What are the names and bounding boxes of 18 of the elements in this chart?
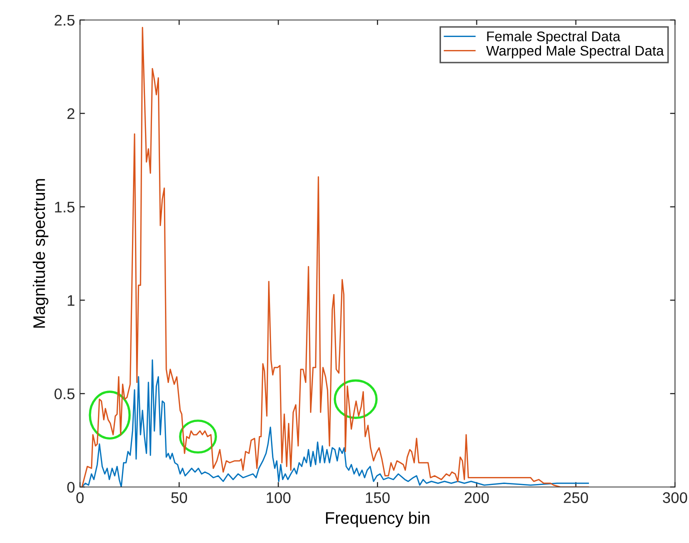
y-tick-label: 2 bbox=[67, 108, 74, 119]
y-axis-title: Magnitude spectrum bbox=[32, 179, 48, 328]
y-tick-label: 1.5 bbox=[55, 202, 74, 212]
line-series bbox=[81, 359, 589, 487]
x-tick-label: 200 bbox=[464, 492, 489, 504]
x-tick-label: 300 bbox=[662, 492, 688, 504]
y-tick-label: 0 bbox=[67, 482, 75, 493]
legend-label: Warpped Male Spectral Data bbox=[486, 45, 664, 58]
x-tick-label: 50 bbox=[171, 492, 188, 504]
x-tick-label: 250 bbox=[564, 492, 588, 504]
y-tick-label: 2.5 bbox=[54, 14, 74, 26]
x-tick-label: 100 bbox=[266, 492, 290, 504]
legend-label: Female Spectral Data bbox=[487, 31, 620, 44]
y-tick-label: 1 bbox=[68, 295, 74, 306]
x-axis-title: Frequency bin bbox=[326, 512, 430, 528]
x-tick-label: 150 bbox=[366, 492, 390, 504]
y-tick-label: 0.5 bbox=[54, 388, 74, 400]
x-tick-label: 0 bbox=[76, 492, 84, 504]
